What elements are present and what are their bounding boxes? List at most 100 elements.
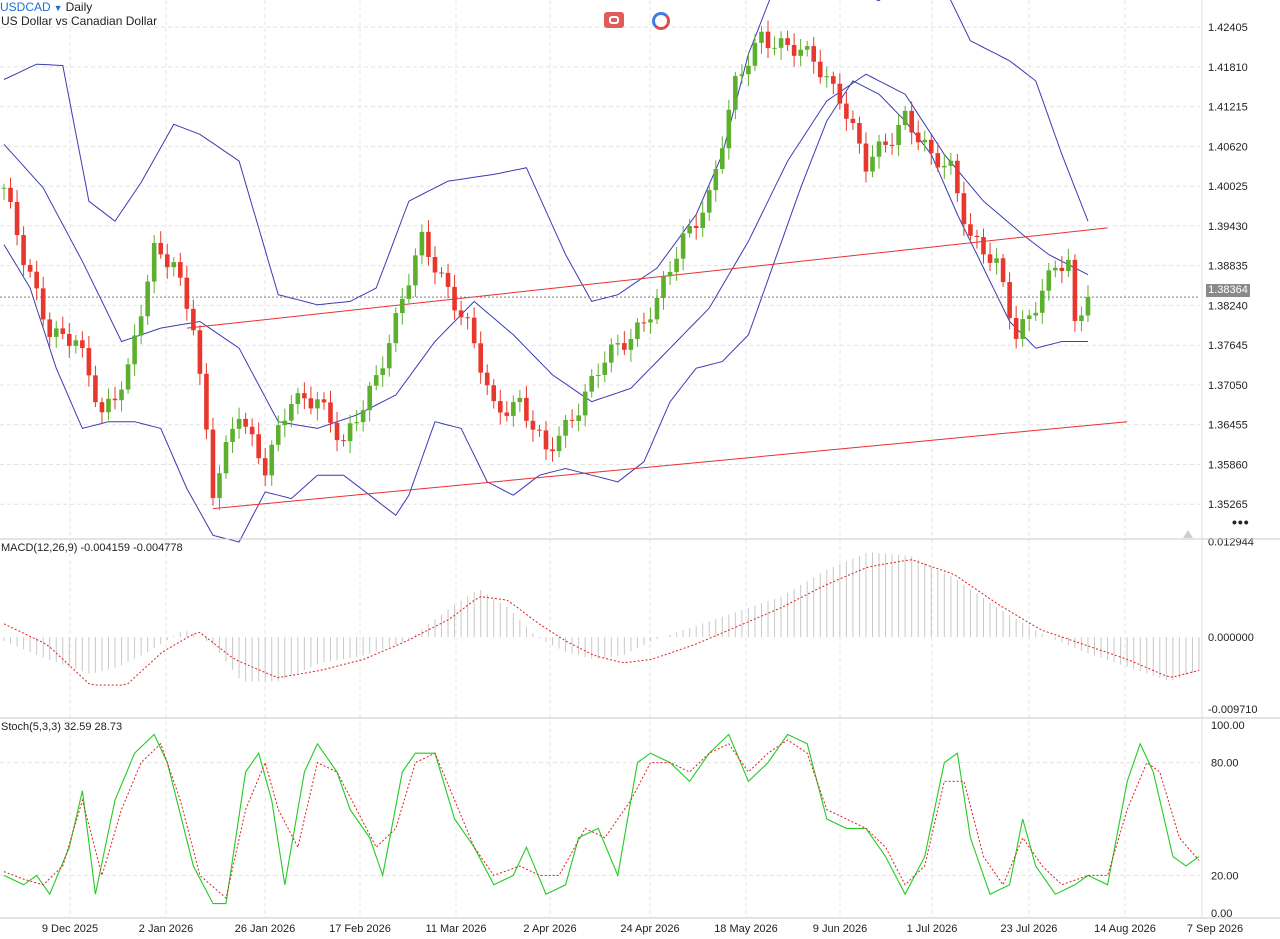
candle-up <box>772 47 777 49</box>
candle-up <box>759 31 764 43</box>
candle-down <box>883 141 888 145</box>
candle-down <box>537 429 542 431</box>
candle-up <box>517 397 523 403</box>
candle-up <box>654 297 660 320</box>
scroll-marker <box>1183 530 1193 538</box>
time-tick-label: 18 May 2026 <box>714 923 778 935</box>
symbol-name[interactable]: USDCAD <box>0 0 51 14</box>
bollinger-middle <box>3 73 1089 429</box>
candle-up <box>628 338 634 350</box>
candle-up <box>289 404 294 421</box>
candle-down <box>831 76 836 84</box>
chevron-down-icon[interactable]: ▼ <box>53 3 63 13</box>
candle-down <box>1072 259 1078 321</box>
candle-up <box>347 423 353 442</box>
candle-down <box>321 399 327 403</box>
candle-down <box>99 402 105 413</box>
macd-axis: 0.012944 0.000000 -0.009710 <box>1208 537 1258 716</box>
candle-down <box>961 193 967 225</box>
candle-up <box>119 389 124 401</box>
price-tick-label: 1.35265 <box>1208 499 1248 511</box>
link-chain-icon[interactable] <box>604 12 624 28</box>
interval-label: Daily <box>65 0 93 14</box>
candle-up <box>746 65 751 75</box>
price-tick-label: 1.36455 <box>1208 420 1248 432</box>
time-tick-label: 26 Jan 2026 <box>235 923 296 935</box>
candle-up <box>511 402 516 416</box>
candle-up <box>661 276 666 298</box>
candle-down <box>471 317 477 344</box>
candle-up <box>230 428 235 443</box>
candle-down <box>27 264 33 272</box>
candle-up <box>726 109 732 149</box>
candle-up <box>295 393 301 405</box>
candle-up <box>125 364 131 390</box>
candle-up <box>380 368 386 376</box>
price-tick-label: 1.40620 <box>1208 141 1248 153</box>
sync-circle-icon[interactable] <box>651 12 671 30</box>
candle-down <box>249 426 255 435</box>
price-tick-label: 1.38835 <box>1208 261 1248 273</box>
candle-up <box>752 42 758 66</box>
candle-up <box>896 125 901 146</box>
candle-up <box>922 139 928 143</box>
time-tick-label: 9 Dec 2025 <box>42 923 98 935</box>
current-price-tag: 1.38364 <box>1206 284 1250 297</box>
trend-channel <box>0 227 1200 510</box>
candle-down <box>857 123 862 144</box>
stoch-tick-label: 0.00 <box>1211 908 1232 920</box>
bollinger-lower <box>3 80 1088 543</box>
bollinger-bands <box>3 0 1089 543</box>
candle-down <box>915 132 921 143</box>
candle-up <box>73 340 79 346</box>
time-tick-label: 24 Apr 2026 <box>620 923 679 935</box>
candle-up <box>556 435 562 452</box>
stochastic-pane <box>3 733 1200 905</box>
candle-down <box>504 412 510 416</box>
candle-down <box>328 402 333 423</box>
time-tick-label: 7 Sep 2026 <box>1187 923 1243 935</box>
stoch-tick-label: 80.00 <box>1211 758 1239 770</box>
candle-down <box>785 38 790 46</box>
candle-down <box>445 272 451 287</box>
candle-down <box>93 375 98 403</box>
candle-up <box>275 425 281 445</box>
stoch-tick-label: 20.00 <box>1211 870 1239 882</box>
candle-up <box>1053 267 1058 271</box>
candle-up <box>687 225 692 234</box>
candle-up <box>386 343 392 369</box>
candle-down <box>452 286 457 311</box>
candle-down <box>210 429 216 499</box>
candle-down <box>40 288 46 320</box>
symbol-selector[interactable]: USDCAD ▼ Daily <box>0 0 92 15</box>
more-dots-icon[interactable]: ••• <box>1232 514 1250 530</box>
macd-tick-label: 0.000000 <box>1208 632 1254 644</box>
candle-up <box>367 385 372 411</box>
candle-up <box>706 190 712 213</box>
candle-up <box>942 165 947 168</box>
candle-up <box>602 362 608 375</box>
candle-down <box>262 458 268 476</box>
candle-down <box>844 103 849 119</box>
macd-tick-label: -0.009710 <box>1208 704 1258 716</box>
candle-up <box>419 231 425 256</box>
candle-down <box>191 308 196 331</box>
macd-signal-line <box>3 559 1200 686</box>
price-tick-label: 1.40025 <box>1208 181 1248 193</box>
candle-up <box>53 328 59 337</box>
candle-up <box>315 399 320 409</box>
candlestick-series <box>1 20 1091 511</box>
candle-down <box>524 397 529 421</box>
stoch-k-line <box>3 733 1200 905</box>
candle-down <box>765 31 771 49</box>
grid-lines <box>0 0 1200 918</box>
candle-down <box>478 343 483 373</box>
candle-down <box>432 256 438 273</box>
candle-up <box>406 285 412 299</box>
candle-down <box>955 160 960 194</box>
candle-down <box>817 61 823 78</box>
candle-down <box>34 271 39 289</box>
candle-down <box>863 143 869 172</box>
candle-down <box>484 372 490 386</box>
